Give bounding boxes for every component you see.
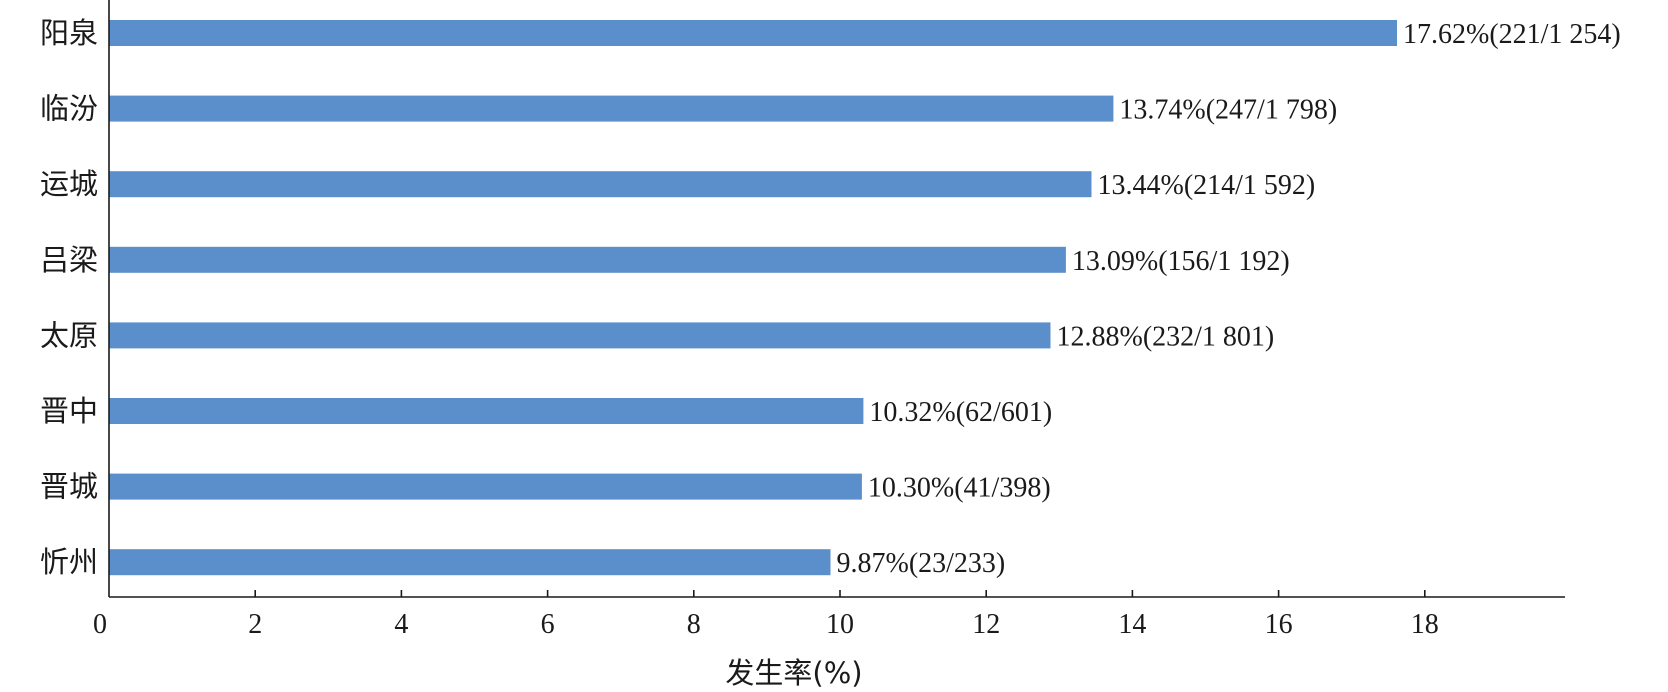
category-label-7: 忻州 [40,545,98,579]
x-tick-label-7: 14 [1118,609,1146,640]
bars-layer [109,20,1397,576]
bar-6 [109,473,862,500]
data-label-4: 12.88%(232/1 801) [1057,321,1275,352]
data-label-5: 10.32%(62/601) [869,397,1052,428]
bar-0 [109,20,1397,46]
x-tick-label-0: 0 [93,609,107,640]
category-label-5: 晋中 [40,394,98,428]
x-tick-label-9: 18 [1411,609,1439,640]
data-label-0: 17.62%(221/1 254) [1403,19,1621,50]
x-tick-label-8: 16 [1265,609,1293,640]
bar-7 [109,549,831,576]
x-tick-label-5: 10 [826,609,854,640]
bar-2 [109,171,1092,198]
x-tick-label-4: 8 [687,609,701,640]
x-tick-label-2: 4 [394,609,408,640]
x-tick-label-3: 6 [541,609,555,640]
bar-1 [109,95,1114,122]
bar-4 [109,322,1051,349]
category-label-1: 临汾 [40,92,98,126]
category-label-3: 吕梁 [40,243,98,277]
data-label-1: 13.74%(247/1 798) [1119,95,1337,126]
x-axis-title: 发生率(%) [725,656,862,690]
bar-3 [109,246,1066,273]
category-label-6: 晋城 [40,470,98,504]
data-labels-layer: 17.62%(221/1 254) 13.74%(247/1 798) 13.44%… [837,19,1621,579]
data-label-2: 13.44%(214/1 592) [1098,170,1316,201]
axes-layer [108,0,1565,598]
bar-5 [109,398,864,424]
data-label-6: 10.30%(41/398) [868,473,1051,504]
data-label-7: 9.87%(23/233) [837,548,1006,579]
x-tick-label-6: 12 [972,609,1000,640]
x-tick-label-1: 2 [248,609,262,640]
category-label-4: 太原 [40,318,98,352]
category-label-0: 阳泉 [40,16,98,50]
x-ticks-layer: 0 2 4 6 8 10 12 14 16 18 [93,590,1439,640]
data-label-3: 13.09%(156/1 192) [1072,246,1290,277]
category-label-2: 运城 [40,167,98,201]
